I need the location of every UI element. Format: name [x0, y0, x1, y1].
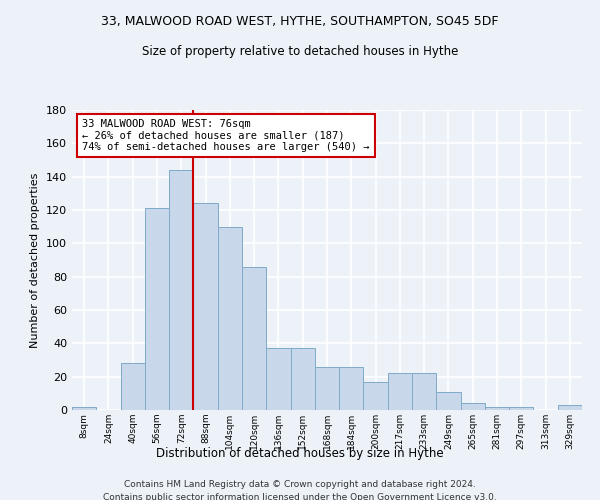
Text: 33 MALWOOD ROAD WEST: 76sqm
← 26% of detached houses are smaller (187)
74% of se: 33 MALWOOD ROAD WEST: 76sqm ← 26% of det… — [82, 119, 370, 152]
Text: 33, MALWOOD ROAD WEST, HYTHE, SOUTHAMPTON, SO45 5DF: 33, MALWOOD ROAD WEST, HYTHE, SOUTHAMPTO… — [101, 15, 499, 28]
Bar — [121, 364, 145, 410]
Text: Distribution of detached houses by size in Hythe: Distribution of detached houses by size … — [156, 448, 444, 460]
Bar — [436, 392, 461, 410]
Text: Contains public sector information licensed under the Open Government Licence v3: Contains public sector information licen… — [103, 492, 497, 500]
Bar — [242, 266, 266, 410]
Bar — [290, 348, 315, 410]
Bar — [218, 226, 242, 410]
Bar — [315, 366, 339, 410]
Bar — [364, 382, 388, 410]
Text: Contains HM Land Registry data © Crown copyright and database right 2024.: Contains HM Land Registry data © Crown c… — [124, 480, 476, 489]
Y-axis label: Number of detached properties: Number of detached properties — [31, 172, 40, 348]
Bar — [339, 366, 364, 410]
Bar — [145, 208, 169, 410]
Bar — [193, 204, 218, 410]
Bar — [509, 406, 533, 410]
Bar — [388, 374, 412, 410]
Bar — [72, 406, 96, 410]
Bar — [461, 404, 485, 410]
Bar — [169, 170, 193, 410]
Bar — [266, 348, 290, 410]
Text: Size of property relative to detached houses in Hythe: Size of property relative to detached ho… — [142, 45, 458, 58]
Bar — [485, 406, 509, 410]
Bar — [558, 405, 582, 410]
Bar — [412, 374, 436, 410]
